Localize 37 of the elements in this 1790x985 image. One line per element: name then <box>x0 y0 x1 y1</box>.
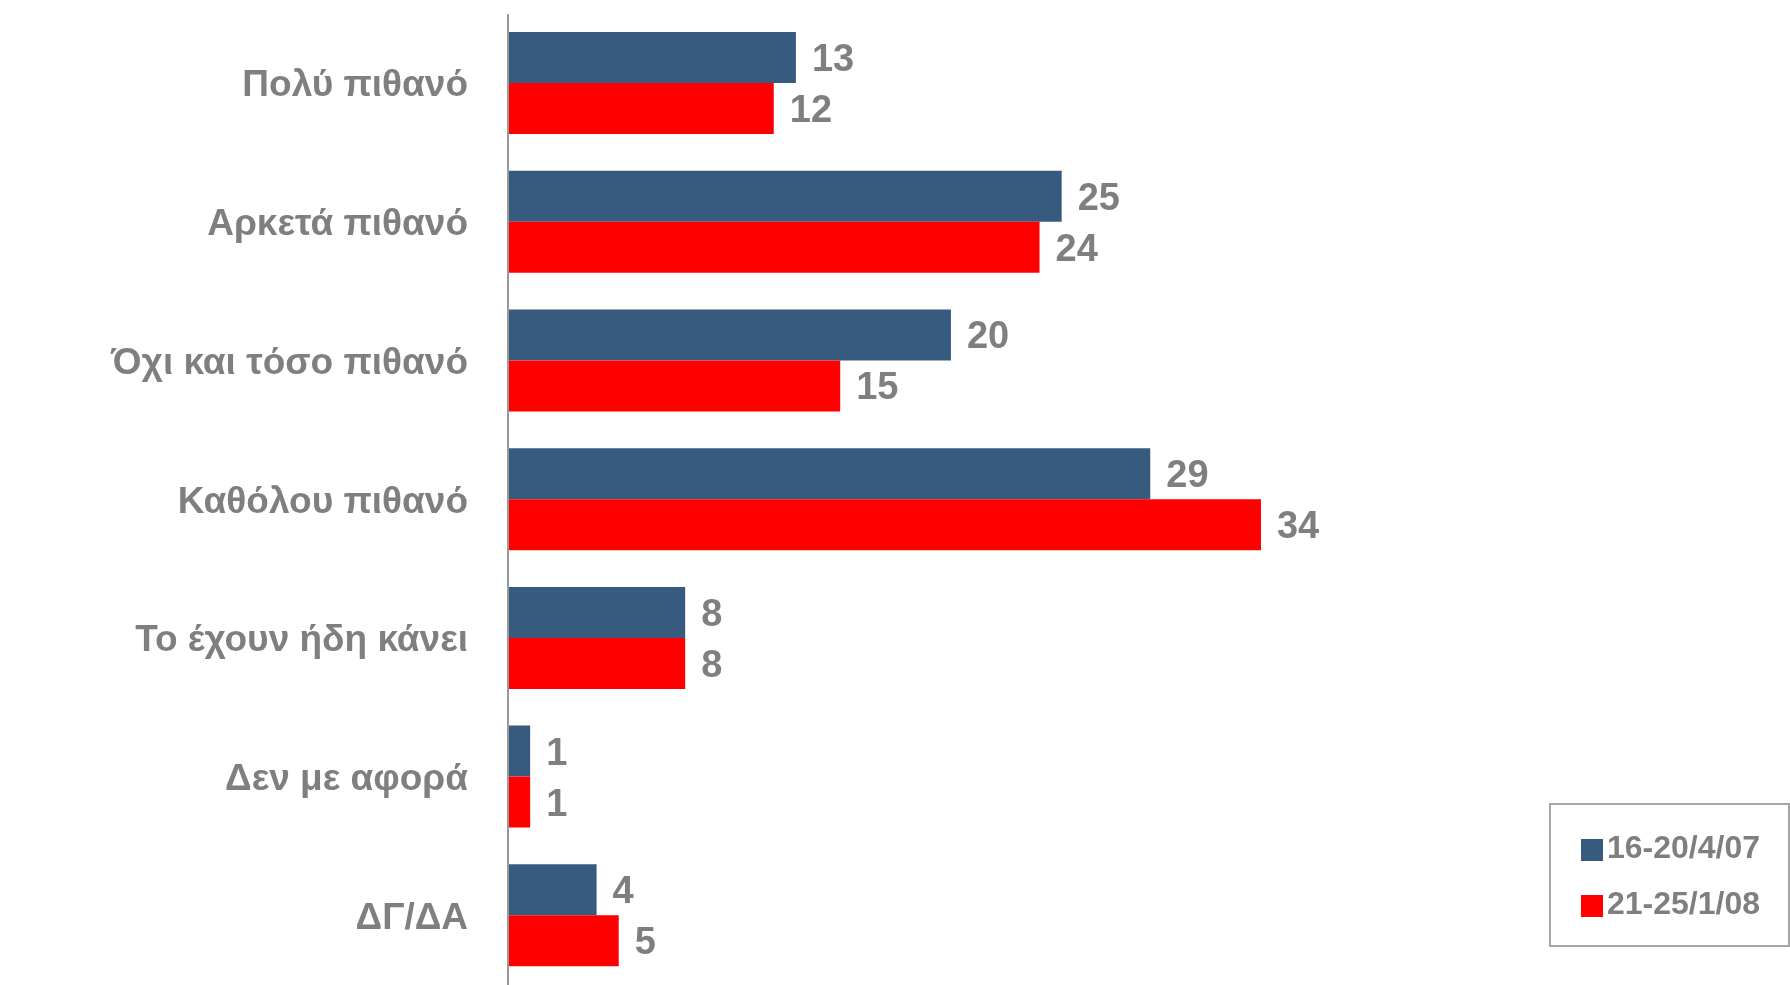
bar <box>508 448 1151 500</box>
y-tick-label: Δεν με αφορά <box>225 756 469 798</box>
bar <box>508 776 531 828</box>
bar <box>508 170 1062 222</box>
data-label: 25 <box>1077 175 1120 218</box>
bar <box>508 499 1261 551</box>
data-label: 1 <box>546 730 568 773</box>
data-label: 1 <box>546 781 568 824</box>
y-tick-label: ΔΓ/ΔΑ <box>355 895 468 937</box>
y-tick-label: Όχι και τόσο πιθανό <box>110 340 468 382</box>
bar <box>508 221 1040 273</box>
data-label: 24 <box>1055 226 1098 269</box>
data-label: 8 <box>701 642 723 685</box>
y-tick-label: Το έχουν ήδη κάνει <box>135 618 468 660</box>
data-label: 29 <box>1166 453 1209 496</box>
bar <box>508 83 774 135</box>
bar <box>508 864 597 916</box>
data-label: 15 <box>856 365 899 408</box>
bar <box>508 637 686 689</box>
bar <box>508 360 841 412</box>
y-tick-label: Πολύ πιθανό <box>242 63 468 105</box>
bar <box>508 309 951 361</box>
y-tick-label: Αρκετά πιθανό <box>207 202 468 244</box>
legend-label: 16-20/4/07 <box>1606 829 1760 865</box>
bar <box>508 586 686 638</box>
data-label: 20 <box>966 314 1010 357</box>
y-tick-label: Καθόλου πιθανό <box>177 479 468 521</box>
data-label: 5 <box>634 920 656 963</box>
bar <box>508 32 796 84</box>
bar <box>508 915 619 967</box>
data-label: 8 <box>701 591 723 634</box>
legend-label: 21-25/1/08 <box>1606 885 1760 921</box>
data-label: 34 <box>1276 504 1320 547</box>
data-label: 4 <box>612 869 634 912</box>
data-label: 12 <box>789 88 833 131</box>
bar <box>508 725 531 777</box>
data-label: 13 <box>811 37 855 80</box>
